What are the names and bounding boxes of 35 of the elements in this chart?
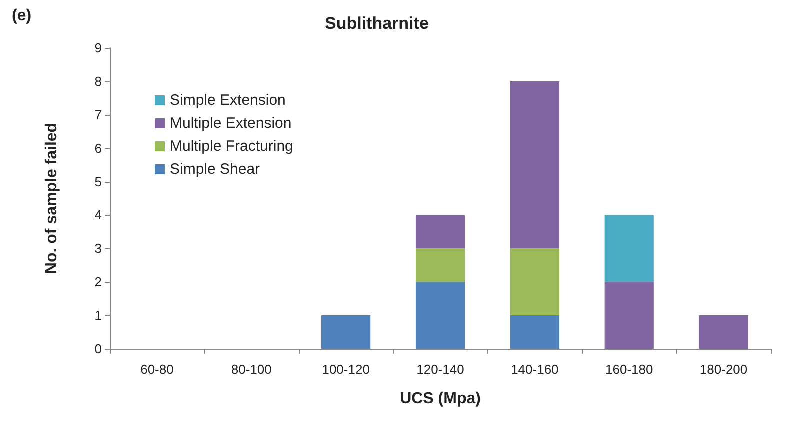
- y-tick-label: 5: [94, 174, 102, 190]
- bar: [416, 215, 466, 249]
- y-tick-label: 7: [94, 107, 102, 122]
- bar: [510, 316, 560, 349]
- y-tick-label: 3: [94, 241, 102, 256]
- x-tick-label: 80-100: [231, 362, 272, 377]
- bar: [510, 248, 560, 316]
- x-tick-label: 120-140: [416, 362, 464, 377]
- x-tick-label: 180-200: [700, 362, 748, 377]
- x-axis-title: UCS (Mpa): [400, 390, 481, 408]
- legend-label: Multiple Extension: [170, 115, 292, 132]
- legend-label: Multiple Fracturing: [170, 138, 294, 155]
- chart-title: Sublitharnite: [325, 14, 429, 33]
- y-tick-label: 0: [94, 342, 102, 356]
- bar: [416, 282, 466, 349]
- bar: [322, 316, 371, 349]
- y-tick-label: 6: [94, 140, 102, 156]
- y-tick-label: 4: [94, 208, 102, 223]
- legend-label: Simple Shear: [170, 161, 260, 178]
- bar: [416, 248, 466, 282]
- y-tick-label: 8: [94, 74, 102, 89]
- bar: [699, 316, 748, 349]
- y-tick-label: 1: [94, 308, 102, 324]
- legend-label: Simple Extension: [170, 92, 286, 109]
- bar: [604, 215, 654, 282]
- x-tick-label: 160-180: [606, 362, 654, 377]
- y-tick-label: 2: [94, 274, 102, 290]
- y-tick-label: 9: [94, 40, 102, 56]
- text: (e): [12, 8, 32, 24]
- y-axis-title: No. of sample failed: [44, 122, 60, 274]
- x-tick-label: 140-160: [511, 362, 559, 377]
- bar: [604, 282, 654, 349]
- bar: [510, 81, 560, 249]
- x-tick-label: 100-120: [322, 362, 370, 377]
- x-tick-label: 60-80: [140, 362, 174, 377]
